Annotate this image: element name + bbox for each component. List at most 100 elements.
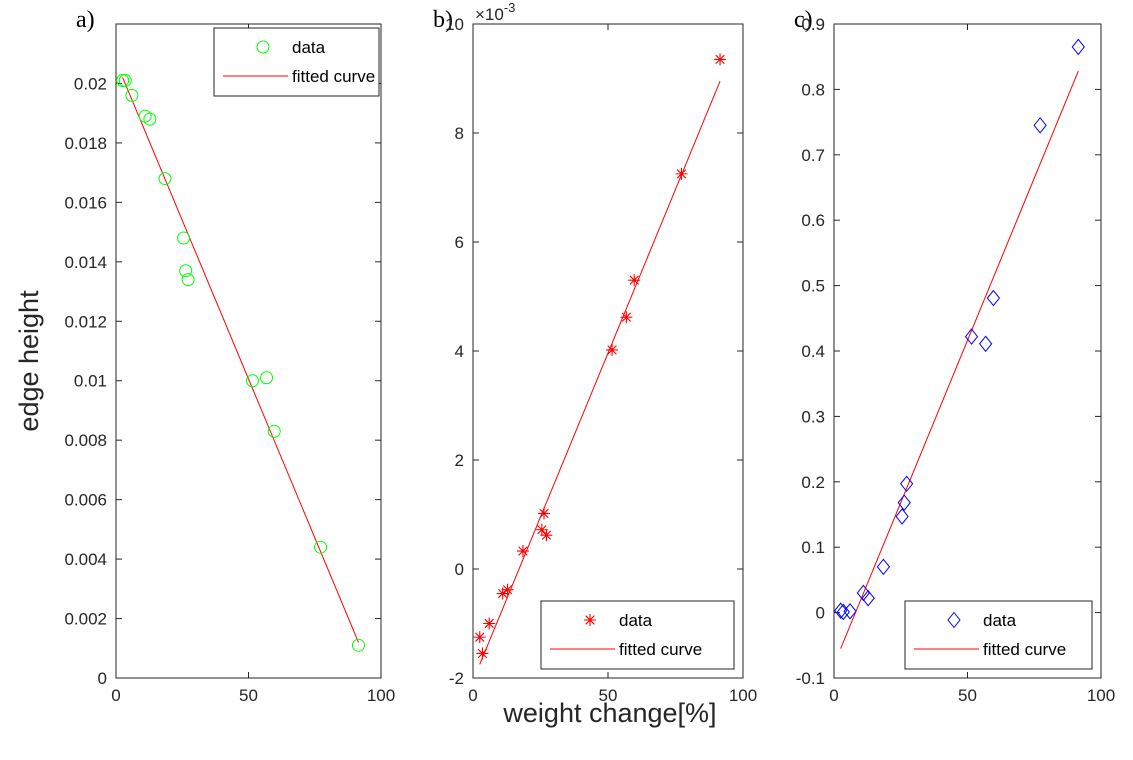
legend-box <box>904 600 1093 670</box>
y-tick-label: -0.1 <box>796 669 825 688</box>
legend: data fitted curve <box>213 27 380 97</box>
legend: data fitted curve <box>540 600 735 670</box>
data-point <box>496 587 509 600</box>
y-tick-label: 0.006 <box>64 491 107 510</box>
y-tick-label: 0.8 <box>801 80 825 99</box>
legend-label-data: data <box>619 611 653 630</box>
fitted-curve-line <box>479 81 721 665</box>
x-tick-label: 0 <box>829 686 838 705</box>
y-tick-label: 0.9 <box>801 15 825 34</box>
axes-box <box>115 23 382 679</box>
data-point <box>476 647 489 660</box>
y-tick-label: 0.1 <box>801 538 825 557</box>
legend-box <box>540 600 735 670</box>
data-point <box>483 617 496 630</box>
x-tick-label: 50 <box>958 686 977 705</box>
axes-box <box>472 23 744 679</box>
legend-marker <box>256 40 270 54</box>
data-point <box>876 558 891 576</box>
data-point <box>1033 117 1047 134</box>
x-tick-label: 100 <box>729 686 757 705</box>
data-point <box>897 494 911 512</box>
y-tick-label: 8 <box>455 124 464 143</box>
data-point <box>158 172 172 186</box>
legend-marker <box>584 614 596 626</box>
data-point <box>620 311 633 324</box>
y-tick-label: 0.018 <box>64 134 107 153</box>
data-point <box>267 424 281 438</box>
legend-label-fit: fitted curve <box>983 640 1066 659</box>
y-tick-label: 0.008 <box>64 431 107 450</box>
data-point <box>143 112 157 126</box>
y-tick-label: 0.004 <box>64 550 107 569</box>
data-point <box>118 73 132 87</box>
axes-box <box>833 23 1102 679</box>
legend-label-fit: fitted curve <box>292 67 375 86</box>
y-tick-label: 0.5 <box>801 277 825 296</box>
chart-panels: a)0 50 10000.0020.0040.0060.0080.010.0120.… <box>64 0 1115 705</box>
y-tick-label: 0.002 <box>64 610 107 629</box>
legend: data fitted curve <box>904 600 1093 670</box>
y-tick-label: 2 <box>455 451 464 470</box>
legend-label-fit: fitted curve <box>619 640 702 659</box>
legend-label-data: data <box>292 38 326 57</box>
y-tick-label: -2 <box>449 669 464 688</box>
y-tick-label: 0.4 <box>801 342 825 361</box>
axis-exponent: ×10-3 <box>475 0 515 24</box>
data-point <box>181 273 195 287</box>
legend-box <box>213 27 380 97</box>
x-tick-label: 100 <box>367 686 395 705</box>
data-point <box>1071 38 1085 56</box>
y-tick-label: 0.014 <box>64 253 107 272</box>
y-tick-label: 0.6 <box>801 211 825 230</box>
chart-panel-3: c)0 50 100-0.100.10.20.30.40.50.60.70.80.9… <box>794 7 1115 705</box>
y-tick-label: 0.012 <box>64 312 107 331</box>
y-tick-label: 0.01 <box>74 372 107 391</box>
panel-label: b) <box>433 7 453 33</box>
data-point <box>843 602 857 620</box>
data-point <box>628 274 641 287</box>
panel-label: c) <box>794 7 813 33</box>
y-tick-label: 6 <box>455 233 464 252</box>
data-point <box>895 508 909 525</box>
y-tick-label: 0 <box>816 604 825 623</box>
data-point <box>501 583 514 596</box>
data-point <box>834 602 848 619</box>
y-tick-label: 0.7 <box>801 146 825 165</box>
data-point <box>964 328 979 345</box>
y-tick-label: 0.02 <box>74 74 107 93</box>
data-point <box>861 589 875 607</box>
y-axis-label: edge height <box>14 290 44 432</box>
data-point <box>836 603 850 621</box>
panel-label: a) <box>76 7 95 33</box>
y-tick-label: 0.3 <box>801 407 825 426</box>
y-tick-label: 10 <box>445 15 464 34</box>
y-tick-label: 0 <box>455 560 464 579</box>
y-tick-label: 0 <box>98 669 107 688</box>
data-point <box>606 343 619 356</box>
chart-panel-1: a) 0 50 100 0 0.002 0.004 0.006 0.008 0.01 0.012 0.… <box>64 7 395 705</box>
x-tick-label: 50 <box>239 686 258 705</box>
data-point <box>540 529 553 542</box>
x-tick-label: 0 <box>111 686 120 705</box>
y-tick-label: 0.2 <box>801 473 825 492</box>
x-tick-label: 100 <box>1087 686 1115 705</box>
data-point <box>516 545 529 558</box>
data-point <box>986 289 1001 307</box>
x-tick-label: 0 <box>468 686 477 705</box>
data-point <box>675 167 688 180</box>
data-point <box>535 523 548 536</box>
fitted-curve-line <box>840 70 1079 649</box>
y-tick-label: 0.016 <box>64 193 107 212</box>
y-tick-label: 4 <box>455 342 464 361</box>
x-axis-label: weight change[%] <box>502 698 716 728</box>
data-point <box>125 88 139 102</box>
data-point <box>714 53 727 66</box>
fitted-curve-line <box>122 77 359 643</box>
data-point <box>177 231 191 245</box>
data-point <box>351 638 365 652</box>
data-point <box>473 631 486 644</box>
data-point <box>899 475 914 493</box>
data-point <box>116 73 130 87</box>
